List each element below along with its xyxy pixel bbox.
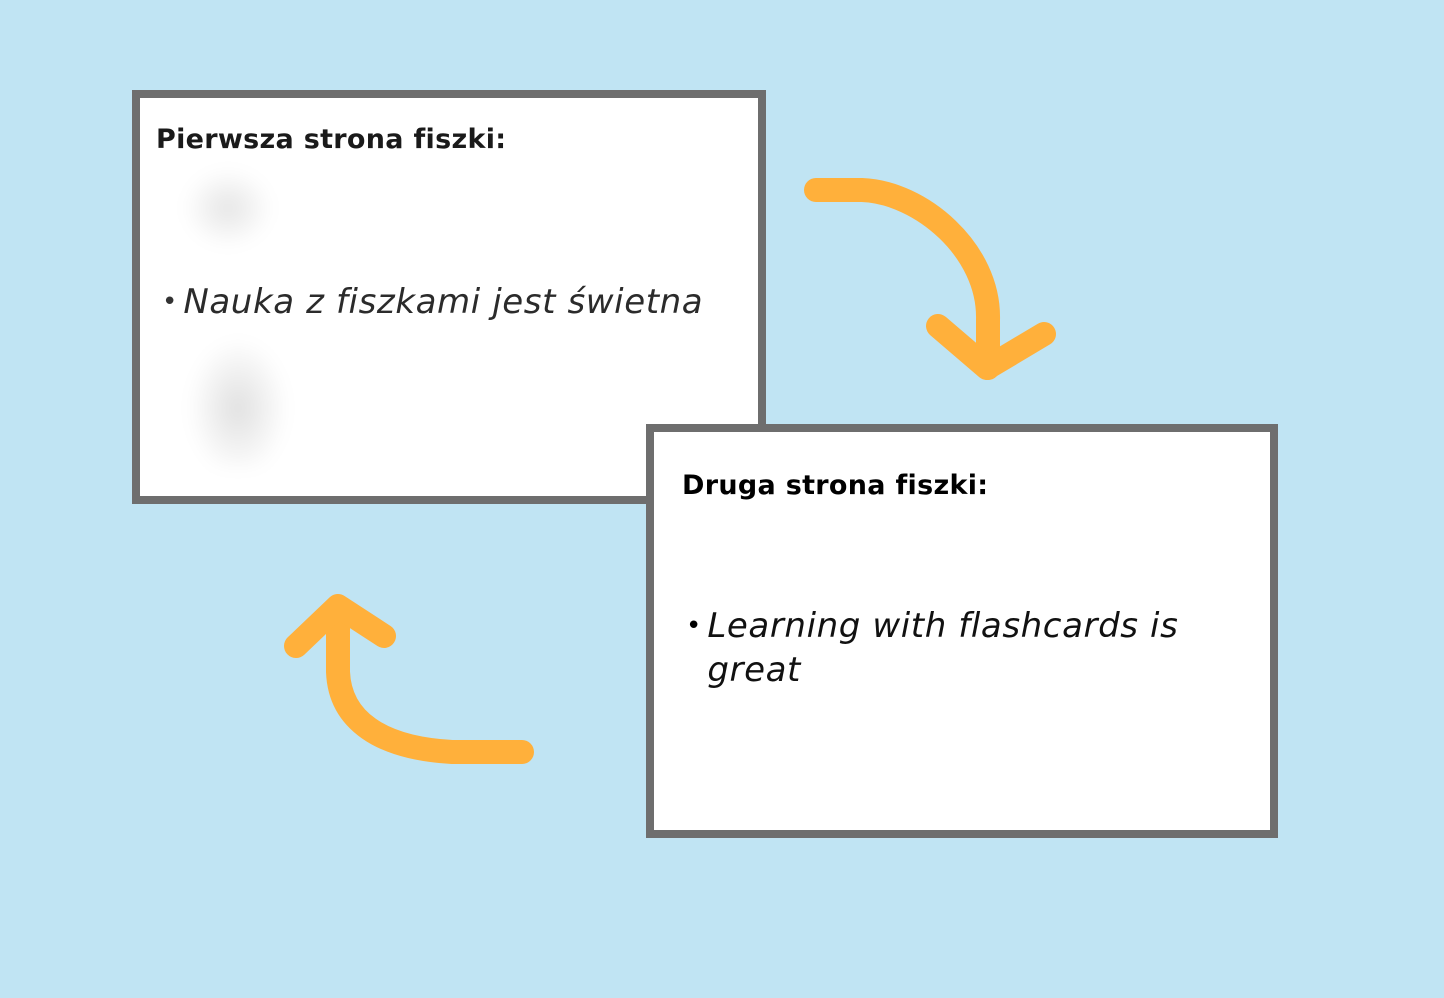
- back-card-text: Learning with flashcards is great: [707, 606, 1179, 690]
- front-card-bullet: • Nauka z fiszkami jest świetna: [162, 280, 762, 324]
- arrow-right-down-icon: [804, 178, 1056, 380]
- back-card-bullet: • Learning with flashcards is great: [686, 604, 1226, 692]
- bullet-icon: •: [162, 287, 178, 317]
- front-card-text: Nauka z fiszkami jest świetna: [183, 282, 704, 322]
- flashcard-back: Druga strona fiszki: • Learning with fla…: [646, 424, 1278, 838]
- bullet-icon: •: [686, 611, 702, 641]
- arrow-left-up-icon: [284, 594, 534, 764]
- front-card-title: Pierwsza strona fiszki:: [156, 124, 507, 155]
- back-card-title: Druga strona fiszki:: [682, 470, 989, 501]
